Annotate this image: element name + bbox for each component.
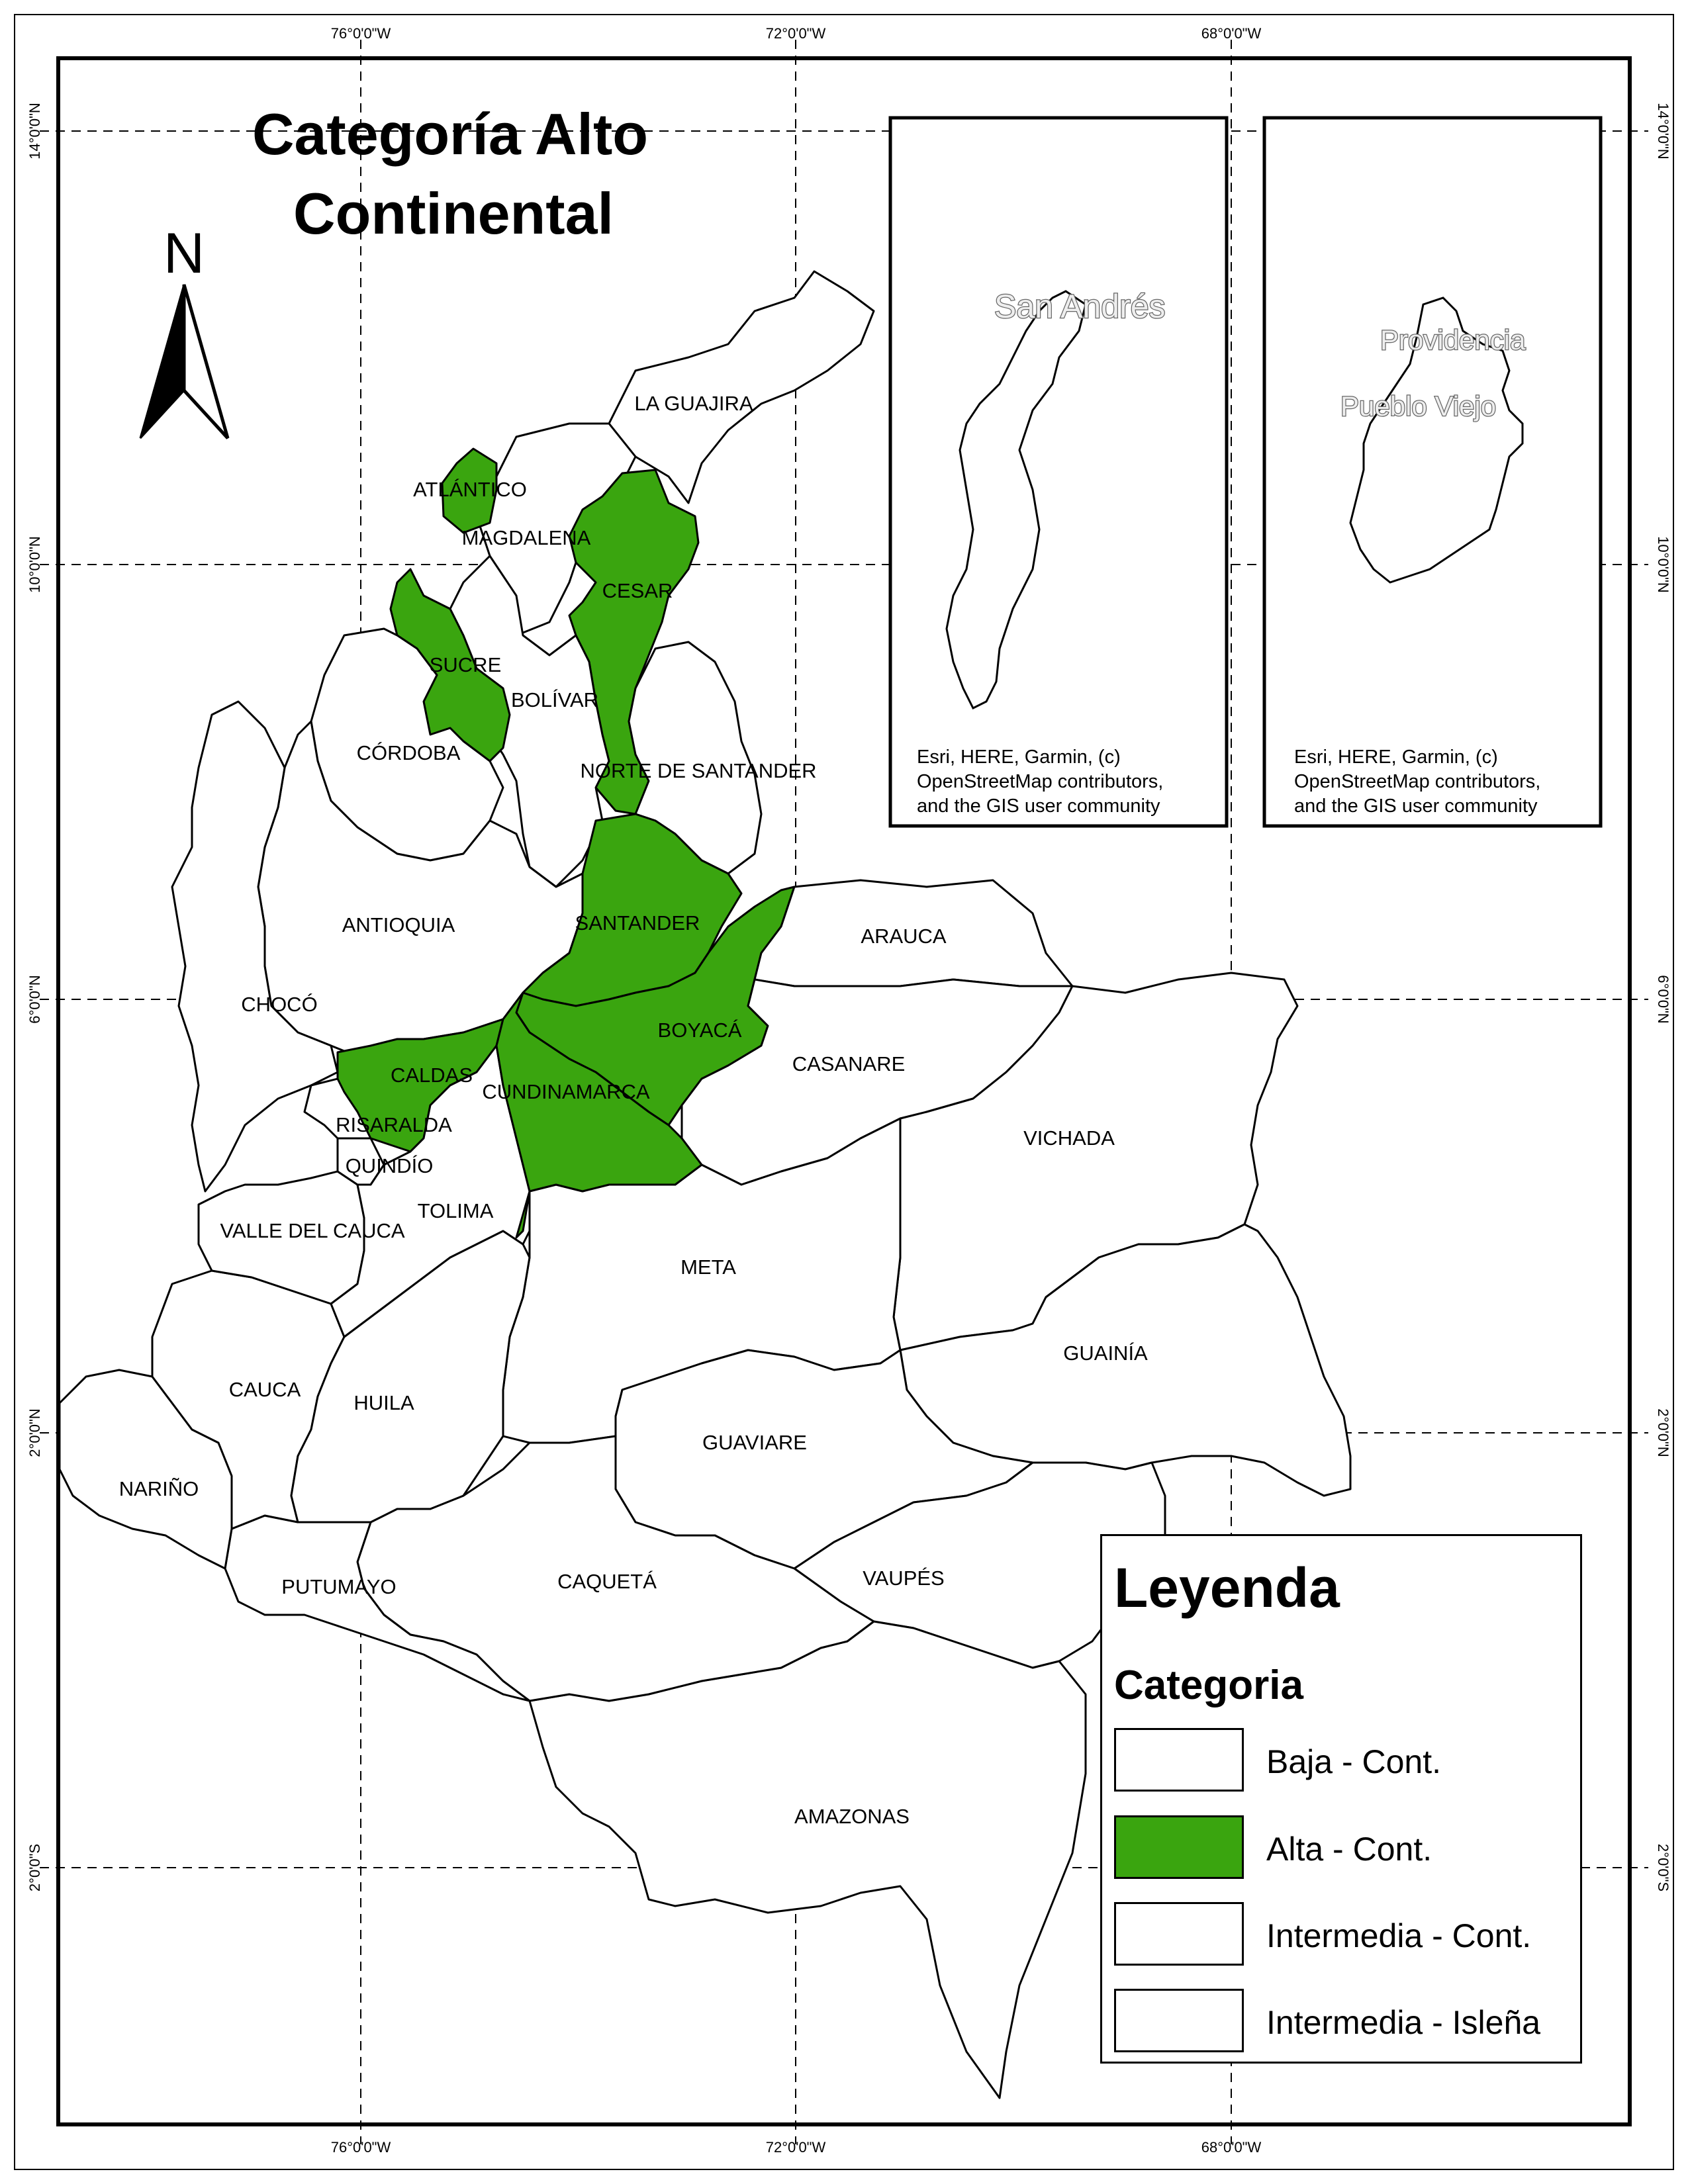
- north-arrow-icon: N: [139, 222, 230, 439]
- legend-label-baja: Baja - Cont.: [1266, 1743, 1442, 1780]
- label-cundinamarca: CUNDINAMARCA: [482, 1080, 650, 1103]
- lat-tick-right-2s: 2°0'0"S: [1655, 1844, 1671, 1891]
- label-cauca: CAUCA: [229, 1378, 301, 1401]
- lat-tick-left-14n: 14°0'0"N: [26, 103, 43, 159]
- legend-title: Leyenda: [1114, 1557, 1340, 1619]
- lon-tick-top-72: 72°0'0"W: [766, 25, 826, 42]
- legend-subtitle: Categoria: [1114, 1662, 1303, 1708]
- lon-tick-bottom-72: 72°0'0"W: [766, 2139, 826, 2156]
- department-labels: LA GUAJIRA ATLÁNTICO MAGDALENA CESAR SUC…: [119, 392, 1148, 1828]
- legend-swatch-baja: [1114, 1728, 1244, 1792]
- inset-providencia: Providencia Pueblo Viejo Esri, HERE, Gar…: [1262, 116, 1603, 828]
- legend-swatch-intermedia-cont: [1114, 1902, 1244, 1966]
- lon-tick-top-76: 76°0'0"W: [331, 25, 391, 42]
- label-cesar: CESAR: [602, 579, 673, 602]
- lat-tick-left-2n: 2°0'0"N: [26, 1408, 43, 1457]
- lat-tick-left-6n: 6°0'0"N: [26, 975, 43, 1023]
- lat-tick-left-10n: 10°0'0"N: [26, 536, 43, 593]
- label-huila: HUILA: [353, 1391, 414, 1414]
- legend-swatch-alta: [1114, 1815, 1244, 1879]
- lon-tick-bottom-76: 76°0'0"W: [331, 2139, 391, 2156]
- lat-tick-right-2n: 2°0'0"N: [1655, 1408, 1671, 1457]
- label-boyaca: BOYACÁ: [658, 1019, 742, 1042]
- region-tolima: [330, 1044, 531, 1338]
- region-la-guajira: [608, 270, 875, 504]
- map-frame: [56, 56, 1632, 2126]
- label-risaralda: RISARALDA: [336, 1113, 452, 1136]
- lat-tick-left-2s: 2°0'0"S: [26, 1844, 43, 1891]
- label-meta: META: [680, 1255, 736, 1279]
- label-sucre: SUCRE: [430, 653, 502, 676]
- legend-swatch-intermedia-islena: [1114, 1989, 1244, 2052]
- label-la-guajira: LA GUAJIRA: [634, 392, 753, 415]
- legend-item-intermedia-islena: Intermedia - Isleña: [1114, 1989, 1577, 2055]
- map-title-line-1: Categoría Alto: [252, 101, 648, 167]
- label-narino: NARIÑO: [119, 1477, 199, 1500]
- outer-frame: [14, 14, 1674, 2170]
- region-cundinamarca: [495, 991, 703, 1239]
- north-label: N: [164, 222, 205, 285]
- legend-label-intermedia-cont: Intermedia - Cont.: [1266, 1917, 1532, 1954]
- label-cordoba: CÓRDOBA: [357, 741, 461, 764]
- region-choco: [171, 700, 339, 1193]
- legend-label-alta: Alta - Cont.: [1266, 1831, 1432, 1868]
- providencia-label: Providencia: [1380, 324, 1526, 355]
- providencia-credit-3: and the GIS user community: [1294, 796, 1538, 817]
- label-guainia: GUAINÍA: [1063, 1342, 1148, 1365]
- label-putumayo: PUTUMAYO: [281, 1575, 396, 1598]
- san-andres-island-shape: [945, 290, 1087, 710]
- label-choco: CHOCÓ: [241, 993, 317, 1016]
- san-andres-credit-2: OpenStreetMap contributors,: [917, 771, 1163, 792]
- label-vaupes: VAUPÉS: [863, 1567, 944, 1590]
- lon-tick-bottom-68: 68°0'0"W: [1201, 2139, 1262, 2156]
- legend-item-alta: Alta - Cont.: [1114, 1815, 1577, 1882]
- label-santander: SANTANDER: [575, 911, 700, 934]
- label-quindio: QUINDÍO: [346, 1154, 434, 1177]
- region-magdalena: [475, 422, 637, 637]
- san-andres-credit-3: and the GIS user community: [917, 796, 1160, 817]
- label-tolima: TOLIMA: [418, 1199, 494, 1222]
- label-bolivar: BOLÍVAR: [511, 688, 598, 711]
- inset-san-andres: San Andrés Esri, HERE, Garmin, (c) OpenS…: [888, 116, 1229, 828]
- label-atlantico: ATLÁNTICO: [413, 478, 527, 501]
- legend-item-intermedia-cont: Intermedia - Cont.: [1114, 1902, 1577, 1968]
- map-title-line-2: Continental: [293, 181, 614, 246]
- label-magdalena: MAGDALENA: [462, 526, 591, 549]
- label-arauca: ARAUCA: [861, 925, 947, 948]
- label-valle-del-cauca: VALLE DEL CAUCA: [220, 1219, 404, 1242]
- pueblo-viejo-label: Pueblo Viejo: [1340, 390, 1496, 422]
- lat-tick-right-6n: 6°0'0"N: [1655, 975, 1671, 1023]
- lat-tick-right-10n: 10°0'0"N: [1655, 536, 1671, 593]
- label-guaviare: GUAVIARE: [702, 1431, 807, 1454]
- label-caldas: CALDAS: [391, 1064, 473, 1087]
- region-atlantico: [441, 447, 498, 534]
- departments: [58, 270, 1352, 2099]
- legend-label-intermedia-islena: Intermedia - Isleña: [1266, 2004, 1541, 2041]
- label-vichada: VICHADA: [1023, 1126, 1115, 1150]
- label-norte-de-santander: NORTE DE SANTANDER: [580, 759, 816, 782]
- san-andres-credit-1: Esri, HERE, Garmin, (c): [917, 747, 1121, 768]
- label-amazonas: AMAZONAS: [794, 1805, 910, 1828]
- label-antioquia: ANTIOQUIA: [342, 913, 455, 936]
- providencia-island-shape: [1349, 296, 1524, 584]
- label-caqueta: CAQUETÁ: [557, 1570, 657, 1593]
- legend: Leyenda Categoria Baja - Cont. Alta - Co…: [1100, 1534, 1582, 2064]
- providencia-credit-1: Esri, HERE, Garmin, (c): [1294, 747, 1498, 768]
- label-casanare: CASANARE: [792, 1052, 906, 1075]
- providencia-credit-2: OpenStreetMap contributors,: [1294, 771, 1540, 792]
- lon-tick-top-68: 68°0'0"W: [1201, 25, 1262, 42]
- san-andres-label: San Andrés: [994, 288, 1166, 325]
- lat-tick-right-14n: 14°0'0"N: [1655, 103, 1671, 159]
- legend-item-baja: Baja - Cont.: [1114, 1728, 1577, 1794]
